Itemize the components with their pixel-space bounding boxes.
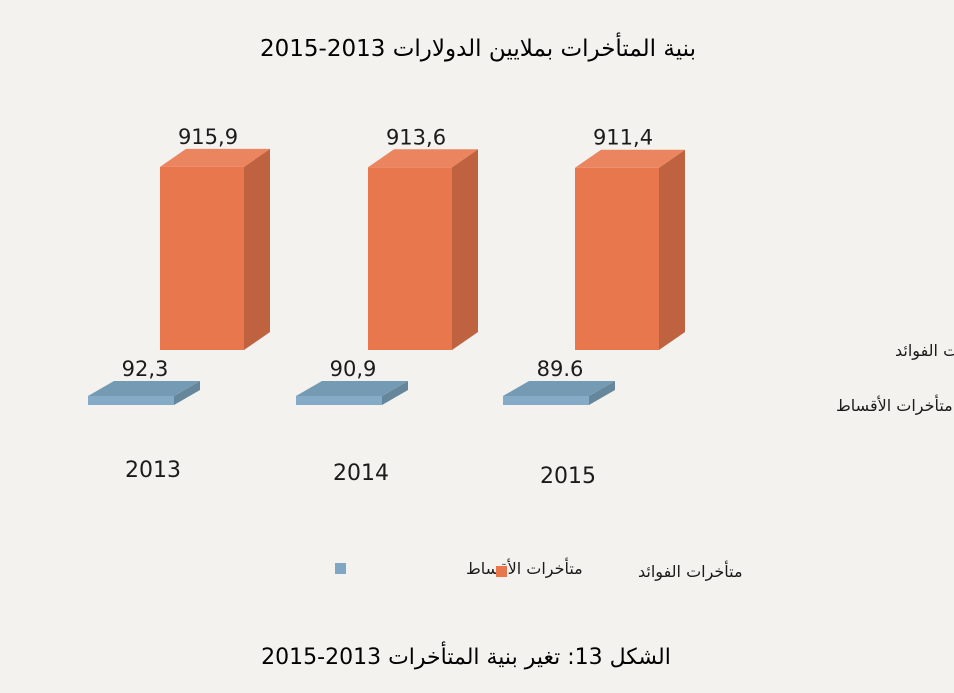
legend-label-interest: متأخرات الفوائد	[638, 560, 743, 582]
bar-top-interest	[575, 149, 685, 168]
bar-side-installments	[382, 381, 408, 405]
bar-side-interest	[452, 149, 478, 350]
data-label-installments: 92,3	[122, 357, 169, 381]
series-label-installments: متأخرات الأقساط	[836, 394, 953, 416]
labels-layer: 915,9 92,3 2013 913,6 90,9 2014 911,4 89.6 2015	[122, 125, 653, 489]
bar-front-installments	[88, 396, 174, 405]
data-label-interest: 911,4	[593, 126, 653, 150]
data-label-interest: 915,9	[178, 125, 238, 149]
data-label-installments: 90,9	[330, 357, 377, 381]
category-label: 2015	[540, 464, 596, 489]
bar-front-interest	[160, 166, 244, 350]
bar-side-installments	[174, 381, 200, 405]
bar-side-interest	[244, 148, 270, 350]
bar-side-installments	[589, 381, 615, 405]
bars-layer	[88, 148, 685, 405]
series-label-interest: متأخرات الفوائد	[895, 339, 954, 361]
legend-label-installments: متأخرات الأقساط	[466, 557, 583, 579]
bar-side-interest	[659, 149, 685, 350]
data-label-interest: 913,6	[386, 125, 446, 149]
bar-top-interest	[368, 149, 478, 168]
legend-swatch-interest	[496, 566, 507, 577]
legend-swatch-installments	[335, 563, 346, 574]
data-label-installments: 89.6	[537, 357, 584, 381]
bar-front-interest	[368, 167, 452, 350]
bar-top-interest	[160, 148, 270, 167]
legend: متأخرات الأقساط متأخرات الفوائد	[335, 557, 743, 582]
chart-title: بنية المتأخرات بملايين الدولارات 2013-20…	[260, 32, 696, 62]
bar-front-installments	[503, 396, 589, 405]
bar-top-installments	[503, 381, 615, 396]
bar-top-installments	[88, 381, 200, 396]
bar-front-installments	[296, 396, 382, 405]
bar-front-interest	[575, 167, 659, 350]
category-label: 2014	[333, 461, 389, 486]
category-label: 2013	[125, 458, 181, 483]
figure-caption: الشكل 13: تغير بنية المتأخرات 2013-2015	[261, 641, 671, 670]
bar-top-installments	[296, 381, 408, 396]
